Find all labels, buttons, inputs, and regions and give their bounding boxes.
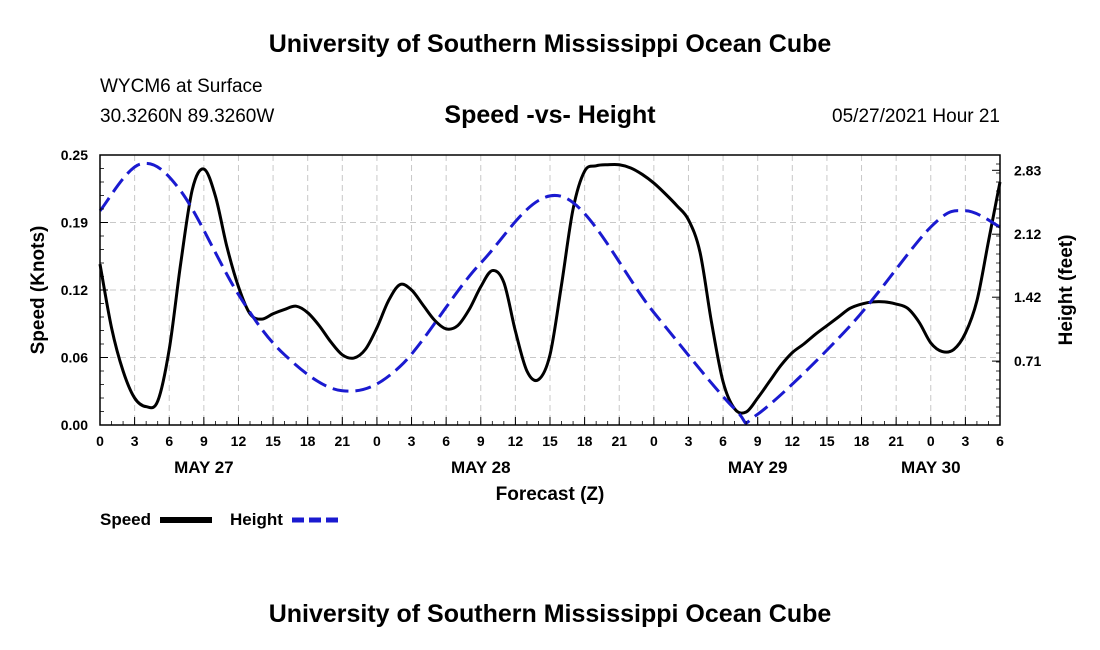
- x-tick-label: 21: [335, 433, 351, 449]
- x-tick-label: 3: [961, 433, 969, 449]
- x-tick-label: 9: [754, 433, 762, 449]
- x-tick-label: 12: [231, 433, 247, 449]
- date-label: MAY 27: [174, 458, 234, 477]
- y-tick-label-right: 2.12: [1014, 226, 1041, 242]
- footer-title: University of Southern Mississippi Ocean…: [268, 600, 832, 628]
- x-tick-label: 12: [785, 433, 801, 449]
- x-tick-label: 3: [685, 433, 693, 449]
- x-axis-label: Forecast (Z): [496, 484, 605, 505]
- y-axis-label-left: Speed (Knots): [28, 226, 49, 355]
- chart-subtitle: Speed -vs- Height: [444, 101, 656, 129]
- x-tick-label: 3: [408, 433, 416, 449]
- x-tick-label: 9: [477, 433, 485, 449]
- legend-speed-label: Speed: [100, 510, 151, 529]
- speed-series-line: [98, 162, 1002, 415]
- x-tick-label: 6: [719, 433, 727, 449]
- legend: Speed Height: [100, 510, 342, 529]
- x-tick-label: 0: [373, 433, 381, 449]
- y-tick-label-left: 0.06: [61, 350, 88, 366]
- y-tick-label-left: 0.12: [61, 282, 88, 298]
- x-tick-label: 18: [577, 433, 593, 449]
- legend-height-label: Height: [230, 510, 283, 529]
- chart-title: University of Southern Mississippi Ocean…: [268, 30, 832, 58]
- y-axis-label-right: Height (feet): [1056, 235, 1077, 346]
- x-tick-label: 12: [508, 433, 524, 449]
- x-tick-label: 21: [611, 433, 627, 449]
- x-tick-label: 6: [165, 433, 173, 449]
- x-tick-label: 9: [200, 433, 208, 449]
- x-tick-label: 0: [927, 433, 935, 449]
- station-coords: 30.3260N 89.3260W: [100, 106, 275, 127]
- x-tick-label: 15: [819, 433, 835, 449]
- x-tick-label: 15: [265, 433, 281, 449]
- x-tick-label: 6: [996, 433, 1004, 449]
- height-series-line: [98, 161, 1001, 425]
- y-tick-label-left: 0.25: [61, 147, 88, 163]
- x-tick-label: 21: [888, 433, 904, 449]
- date-label: MAY 28: [451, 458, 511, 477]
- forecast-datetime: 05/27/2021 Hour 21: [832, 106, 1000, 127]
- x-tick-label: 0: [650, 433, 658, 449]
- y-tick-label-right: 0.71: [1014, 353, 1041, 369]
- x-tick-label: 18: [854, 433, 870, 449]
- date-label: MAY 30: [901, 458, 961, 477]
- y-tick-label-left: 0.00: [61, 417, 88, 433]
- x-tick-label: 3: [131, 433, 139, 449]
- date-label: MAY 29: [728, 458, 788, 477]
- x-tick-label: 18: [300, 433, 316, 449]
- y-tick-label-left: 0.19: [61, 215, 88, 231]
- y-tick-label-right: 1.42: [1014, 289, 1041, 305]
- x-tick-label: 0: [96, 433, 104, 449]
- x-tick-label: 15: [542, 433, 558, 449]
- station-name: WYCM6 at Surface: [100, 76, 263, 97]
- y-tick-label-right: 2.83: [1014, 162, 1041, 178]
- x-tick-label: 6: [442, 433, 450, 449]
